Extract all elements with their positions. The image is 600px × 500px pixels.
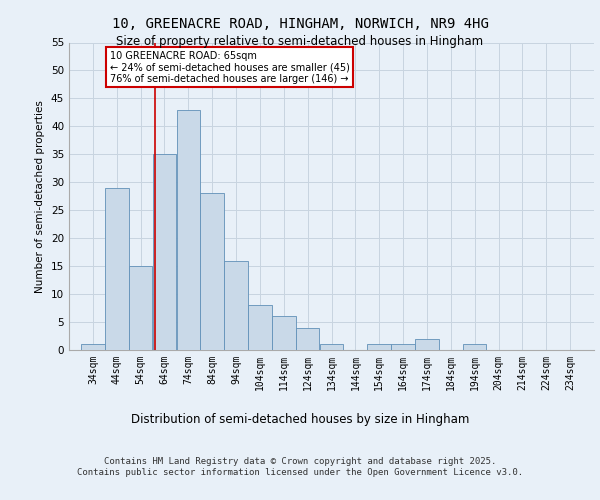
Text: Distribution of semi-detached houses by size in Hingham: Distribution of semi-detached houses by … — [131, 412, 469, 426]
Text: 10, GREENACRE ROAD, HINGHAM, NORWICH, NR9 4HG: 10, GREENACRE ROAD, HINGHAM, NORWICH, NR… — [112, 18, 488, 32]
Bar — [415, 339, 439, 350]
Bar — [272, 316, 296, 350]
Bar — [367, 344, 391, 350]
Bar — [152, 154, 176, 350]
Text: 10 GREENACRE ROAD: 65sqm
← 24% of semi-detached houses are smaller (45)
76% of s: 10 GREENACRE ROAD: 65sqm ← 24% of semi-d… — [110, 51, 349, 84]
Bar — [463, 344, 487, 350]
Bar — [176, 110, 200, 350]
Bar — [248, 306, 272, 350]
Bar — [200, 194, 224, 350]
Y-axis label: Number of semi-detached properties: Number of semi-detached properties — [35, 100, 46, 292]
Bar — [391, 344, 415, 350]
Bar — [320, 344, 343, 350]
Bar — [296, 328, 319, 350]
Text: Size of property relative to semi-detached houses in Hingham: Size of property relative to semi-detach… — [116, 35, 484, 48]
Bar — [105, 188, 128, 350]
Text: Contains HM Land Registry data © Crown copyright and database right 2025.
Contai: Contains HM Land Registry data © Crown c… — [77, 458, 523, 477]
Bar — [81, 344, 104, 350]
Bar — [224, 260, 248, 350]
Bar — [129, 266, 152, 350]
